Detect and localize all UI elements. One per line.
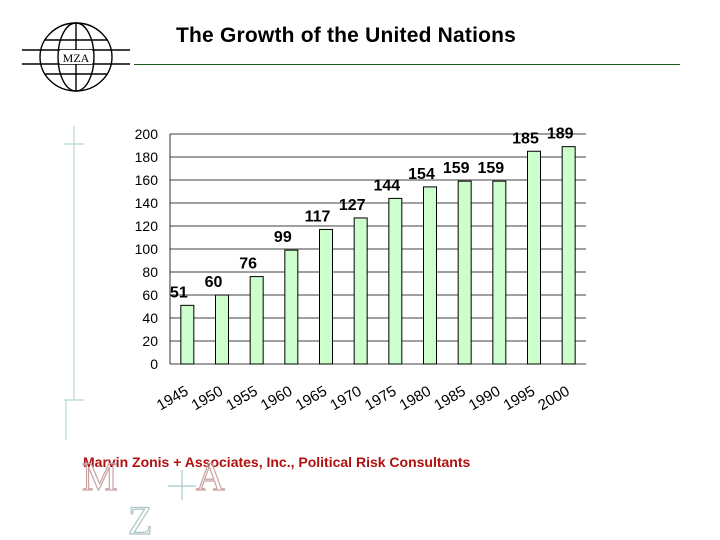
bar: [353, 217, 368, 365]
y-tick-label: 80: [142, 264, 158, 280]
y-tick-label: 100: [135, 241, 159, 257]
y-tick-label: 120: [135, 218, 159, 234]
bar: [423, 186, 437, 365]
data-label: 127: [339, 197, 366, 214]
data-label: 76: [239, 256, 257, 273]
data-label: 154: [408, 166, 435, 183]
y-tick-label: 180: [135, 149, 159, 165]
data-label: 60: [205, 274, 223, 291]
chart-gridlines: [169, 133, 586, 365]
y-tick-label: 200: [135, 126, 159, 142]
y-tick-label: 160: [135, 172, 159, 188]
data-label: 51: [170, 284, 188, 301]
data-label: 159: [477, 160, 504, 177]
bar: [492, 180, 507, 365]
svg-text:A: A: [196, 454, 225, 499]
bar: [249, 276, 264, 365]
y-tick-label: 0: [150, 356, 158, 372]
data-labels: 51 60 76 99 117 127 144 154 159 159 185 189: [170, 126, 574, 302]
data-label: 99: [274, 229, 292, 246]
y-tick-label: 20: [142, 333, 158, 349]
svg-text:M: M: [82, 454, 118, 499]
y-tick-label: 40: [142, 310, 158, 326]
bar: [561, 146, 576, 365]
data-label: 159: [443, 160, 470, 177]
title-divider: [134, 64, 680, 65]
data-label: 117: [305, 208, 331, 225]
data-label: 189: [547, 126, 574, 143]
page-title: The Growth of the United Nations: [176, 24, 517, 47]
data-label: 185: [512, 130, 539, 147]
mza-logo: MZA: [22, 22, 130, 92]
bar: [388, 197, 403, 365]
chart-bars: [180, 146, 576, 365]
bar: [284, 249, 299, 365]
bar: [319, 228, 333, 365]
bar: [180, 304, 195, 365]
y-tick-label: 140: [135, 195, 159, 211]
bar: [215, 294, 229, 365]
footer-company: Marvin Zonis + Associates, Inc., Politic…: [83, 454, 471, 470]
y-tick-label: 60: [142, 287, 158, 303]
logo-text: MZA: [63, 51, 90, 65]
data-label: 144: [373, 177, 400, 194]
bar: [457, 180, 472, 365]
y-axis-labels: 0 20 40 60 80 100 120 140 160 180 200: [135, 126, 159, 372]
svg-text:Z: Z: [128, 498, 152, 540]
bar: [527, 150, 541, 365]
